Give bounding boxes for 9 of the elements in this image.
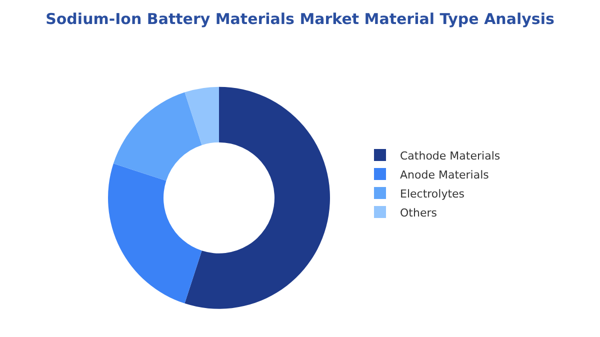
donut-slice bbox=[108, 164, 202, 304]
chart-title: Sodium-Ion Battery Materials Market Material Type Analysis bbox=[46, 10, 554, 28]
donut-slice bbox=[184, 86, 330, 309]
donut-slice bbox=[113, 92, 202, 181]
legend-label: Electrolytes bbox=[400, 187, 465, 200]
legend-label: Others bbox=[400, 206, 438, 220]
donut-slice bbox=[184, 86, 219, 146]
legend-label: Cathode Materials bbox=[400, 149, 500, 162]
legend-label: Anode Materials bbox=[400, 168, 490, 182]
